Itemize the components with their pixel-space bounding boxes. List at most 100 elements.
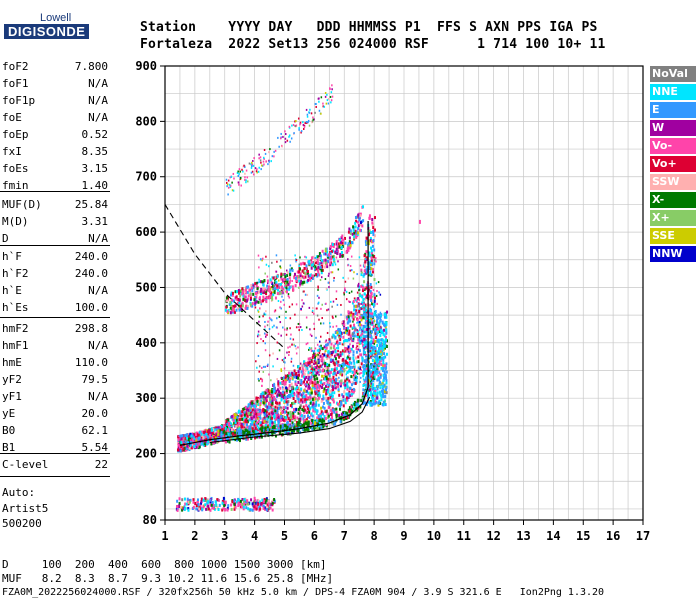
echo-point — [286, 374, 289, 378]
echo-point — [315, 419, 318, 423]
echo-point — [258, 379, 260, 382]
echo-point — [273, 415, 276, 419]
echo-point — [217, 426, 220, 430]
echo-point — [303, 380, 306, 384]
echo-point — [271, 261, 273, 264]
echo-point — [358, 309, 361, 313]
echo-point — [301, 427, 304, 431]
echo-point — [254, 301, 257, 305]
echo-point — [359, 264, 362, 267]
echo-point — [305, 343, 308, 346]
echo-point — [270, 396, 273, 400]
echo-point — [320, 358, 323, 362]
x-tick-label: 6 — [311, 529, 318, 543]
echo-point — [200, 497, 203, 501]
echo-point — [345, 290, 348, 293]
echo-point — [255, 415, 258, 419]
echo-point — [289, 389, 292, 393]
echo-point — [385, 388, 388, 392]
echo-point — [360, 220, 363, 224]
echo-point — [289, 317, 292, 320]
echo-point — [336, 362, 339, 366]
echo-point — [316, 422, 319, 426]
echo-point — [352, 320, 354, 323]
echo-point — [328, 351, 331, 355]
echo-point — [354, 326, 356, 329]
echo-point — [357, 366, 360, 370]
echo-point — [346, 393, 349, 397]
echo-point — [328, 286, 330, 289]
echo-point — [276, 404, 279, 408]
echo-point — [380, 356, 383, 360]
echo-point — [378, 390, 381, 394]
echo-point — [307, 391, 310, 395]
echo-point — [382, 366, 385, 370]
echo-point — [344, 362, 347, 366]
echo-point — [251, 401, 254, 405]
echo-point — [347, 350, 349, 353]
echo-point — [233, 304, 236, 308]
echo-point — [378, 324, 381, 328]
echo-point — [321, 418, 324, 422]
echo-point — [332, 378, 335, 382]
echo-point — [212, 429, 215, 433]
echo-point — [287, 387, 290, 391]
echo-point — [317, 288, 319, 291]
echo-point — [344, 412, 347, 416]
echo-point — [323, 382, 326, 386]
echo-point — [324, 278, 327, 281]
echo-point — [283, 376, 286, 380]
echo-point — [230, 428, 233, 432]
echo-point — [289, 327, 291, 330]
echo-point — [264, 325, 266, 328]
echo-point — [366, 259, 368, 262]
echo-point — [354, 382, 357, 386]
echo-point — [259, 289, 262, 293]
echo-point — [181, 508, 184, 512]
echo-point — [357, 324, 360, 327]
echo-point — [245, 435, 248, 439]
echo-point — [317, 415, 320, 419]
echo-point — [372, 289, 375, 292]
echo-point — [234, 433, 237, 437]
echo-point — [191, 432, 194, 436]
echo-point — [334, 348, 337, 352]
echo-point — [266, 414, 269, 418]
echo-point — [349, 301, 351, 304]
echo-point — [279, 321, 282, 324]
echo-point — [307, 383, 310, 387]
echo-point — [262, 504, 265, 508]
echo-point — [262, 408, 265, 412]
echo-point — [249, 406, 252, 410]
echo-point — [265, 300, 268, 304]
echo-point — [294, 387, 297, 391]
echo-point — [303, 414, 306, 418]
echo-point — [331, 315, 334, 318]
param-name: h`Es — [2, 301, 29, 314]
echo-point — [307, 370, 310, 374]
echo-point — [242, 407, 245, 411]
param-name: hmE — [2, 356, 22, 369]
echo-point — [252, 284, 255, 288]
echo-point — [274, 401, 277, 405]
echo-point — [377, 338, 380, 342]
echo-point — [371, 268, 374, 272]
echo-point — [335, 380, 337, 383]
echo-point — [245, 412, 248, 416]
param-name: fxI — [2, 145, 22, 158]
echo-point — [303, 271, 305, 274]
echo-point — [236, 421, 239, 425]
echo-point — [341, 238, 344, 242]
echo-point — [345, 396, 348, 400]
echo-point — [268, 406, 271, 410]
echo-point — [369, 342, 372, 346]
echo-point — [307, 408, 310, 412]
echo-point — [378, 383, 381, 387]
echo-point — [371, 221, 374, 225]
echo-point — [368, 345, 371, 349]
echo-point — [224, 426, 227, 430]
echo-point — [382, 364, 385, 368]
echo-point — [348, 227, 351, 231]
echo-point — [270, 413, 273, 417]
echo-point — [281, 386, 284, 389]
